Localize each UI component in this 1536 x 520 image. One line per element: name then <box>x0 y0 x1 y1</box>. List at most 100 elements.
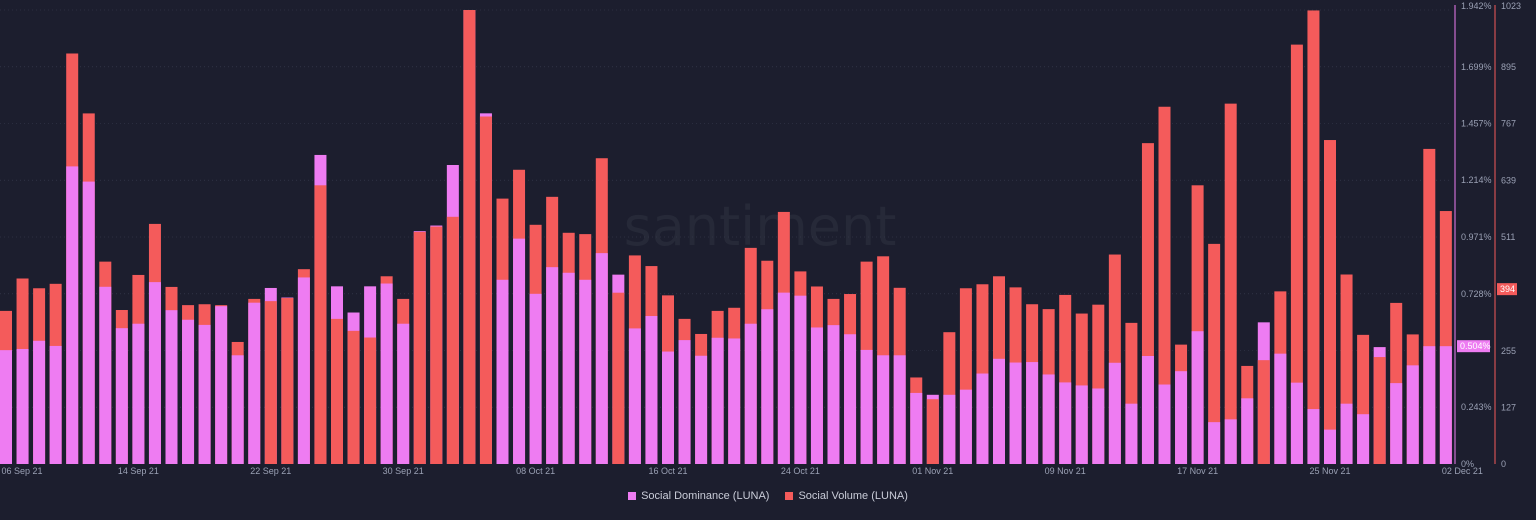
dominance-bar <box>1125 403 1138 464</box>
dominance-bar <box>976 373 989 464</box>
dominance-bar <box>579 279 592 464</box>
left-axis-tick-label: 1.699% <box>1461 62 1492 72</box>
dominance-bar <box>562 272 575 464</box>
dominance-bar <box>678 340 691 464</box>
dominance-bar <box>1307 409 1320 464</box>
dominance-bar <box>148 282 161 464</box>
volume-bar <box>347 330 360 464</box>
dominance-bar <box>1141 355 1154 464</box>
dominance-bar <box>810 327 823 464</box>
volume-bar <box>364 337 377 464</box>
left-axis-tick-label: 1.942% <box>1461 1 1492 11</box>
dominance-bar <box>695 355 708 464</box>
dominance-bar <box>1357 414 1370 464</box>
dominance-bar <box>1092 388 1105 464</box>
x-axis-tick-label: 16 Oct 21 <box>648 466 687 476</box>
dominance-bar <box>1059 382 1072 464</box>
dominance-bar <box>943 394 956 464</box>
dominance-bar <box>1108 362 1121 464</box>
volume-bar <box>1257 360 1270 464</box>
legend-item[interactable]: Social Volume (LUNA) <box>785 490 908 502</box>
volume-bar <box>463 10 476 464</box>
dominance-bar <box>860 349 873 464</box>
right-axis-tick-label: 1023 <box>1501 1 1521 11</box>
dominance-bar <box>1241 398 1254 464</box>
dominance-bar <box>1390 383 1403 464</box>
volume-bar <box>612 292 625 464</box>
dominance-bar <box>1340 403 1353 464</box>
volume-bar <box>1158 106 1171 464</box>
dominance-bar <box>115 328 128 464</box>
dominance-bar <box>496 279 509 464</box>
dominance-bar <box>1324 429 1336 464</box>
dominance-bar <box>231 355 244 464</box>
legend-swatch <box>628 492 637 500</box>
volume-bar <box>331 318 343 464</box>
left-axis-tick-label: 1.457% <box>1461 118 1492 128</box>
dominance-bar <box>33 340 46 464</box>
dominance-bar <box>1274 353 1287 464</box>
dominance-bar <box>165 310 178 464</box>
dominance-bar <box>893 355 906 464</box>
x-axis-tick-label: 24 Oct 21 <box>781 466 820 476</box>
legend-swatch <box>785 492 794 500</box>
dominance-bar <box>397 323 410 464</box>
dominance-bar <box>662 351 674 464</box>
dominance-bar <box>529 293 542 464</box>
volume-current-badge <box>1497 283 1517 296</box>
dominance-bar <box>711 337 724 464</box>
volume-bar <box>1373 357 1386 464</box>
volume-bar <box>264 301 277 464</box>
dominance-bar <box>744 323 757 464</box>
x-axis-tick-label: 08 Oct 21 <box>516 466 555 476</box>
watermark: santiment <box>624 195 897 258</box>
dominance-bar <box>1423 346 1436 464</box>
volume-bar <box>413 231 426 464</box>
volume-bar <box>1224 103 1237 465</box>
x-axis-tick-label: 30 Sep 21 <box>383 466 424 476</box>
volume-bar <box>926 399 939 464</box>
dominance-bar <box>248 302 261 464</box>
x-axis-tick-label: 14 Sep 21 <box>118 466 159 476</box>
right-axis-tick-label: 895 <box>1501 62 1516 72</box>
dominance-bar <box>513 238 526 464</box>
dominance-bar <box>595 253 608 464</box>
dominance-current-badge <box>1457 340 1490 353</box>
dominance-bar <box>959 389 972 464</box>
dominance-bar <box>1075 385 1088 464</box>
right-axis-tick-label: 127 <box>1501 403 1516 413</box>
left-axis-tick-label: 0.971% <box>1461 232 1492 242</box>
dominance-bar <box>794 295 807 464</box>
volume-bar <box>446 216 459 464</box>
x-axis-tick-label: 01 Nov 21 <box>912 466 953 476</box>
dominance-bar <box>645 316 658 464</box>
legend-label: Social Volume (LUNA) <box>798 490 908 502</box>
legend-item[interactable]: Social Dominance (LUNA) <box>628 490 769 502</box>
dominance-bar <box>82 181 95 464</box>
dominance-bar <box>761 309 774 464</box>
volume-bar <box>430 226 443 464</box>
right-axis-tick-label: 639 <box>1501 175 1516 185</box>
x-axis-tick-label: 17 Nov 21 <box>1177 466 1218 476</box>
dominance-bar <box>628 328 641 464</box>
dominance-bar <box>1191 331 1204 464</box>
dominance-bar <box>728 338 741 464</box>
dominance-bar <box>1009 362 1022 464</box>
x-axis-tick-label: 06 Sep 21 <box>1 466 42 476</box>
volume-bar <box>281 298 294 464</box>
dominance-bar <box>1439 346 1452 464</box>
volume-bar <box>314 185 327 464</box>
left-axis-tick-label: 0.728% <box>1461 289 1492 299</box>
chart-svg: santiment 1.942% 1.699% 1.457% 1.214% 0.971% 0… <box>0 1 1521 476</box>
dominance-bar <box>380 283 393 464</box>
volume-bar <box>1324 140 1336 464</box>
left-axis-tick-label: 0.243% <box>1461 402 1492 412</box>
dominance-bar <box>1290 382 1303 464</box>
left-axis-tick-label: 1.214% <box>1461 175 1492 185</box>
volume-bar <box>479 116 492 465</box>
dominance-bar <box>777 292 790 464</box>
dominance-bar <box>132 323 145 464</box>
dominance-bar <box>910 392 923 464</box>
right-axis-tick-label: 0 <box>1501 459 1506 469</box>
